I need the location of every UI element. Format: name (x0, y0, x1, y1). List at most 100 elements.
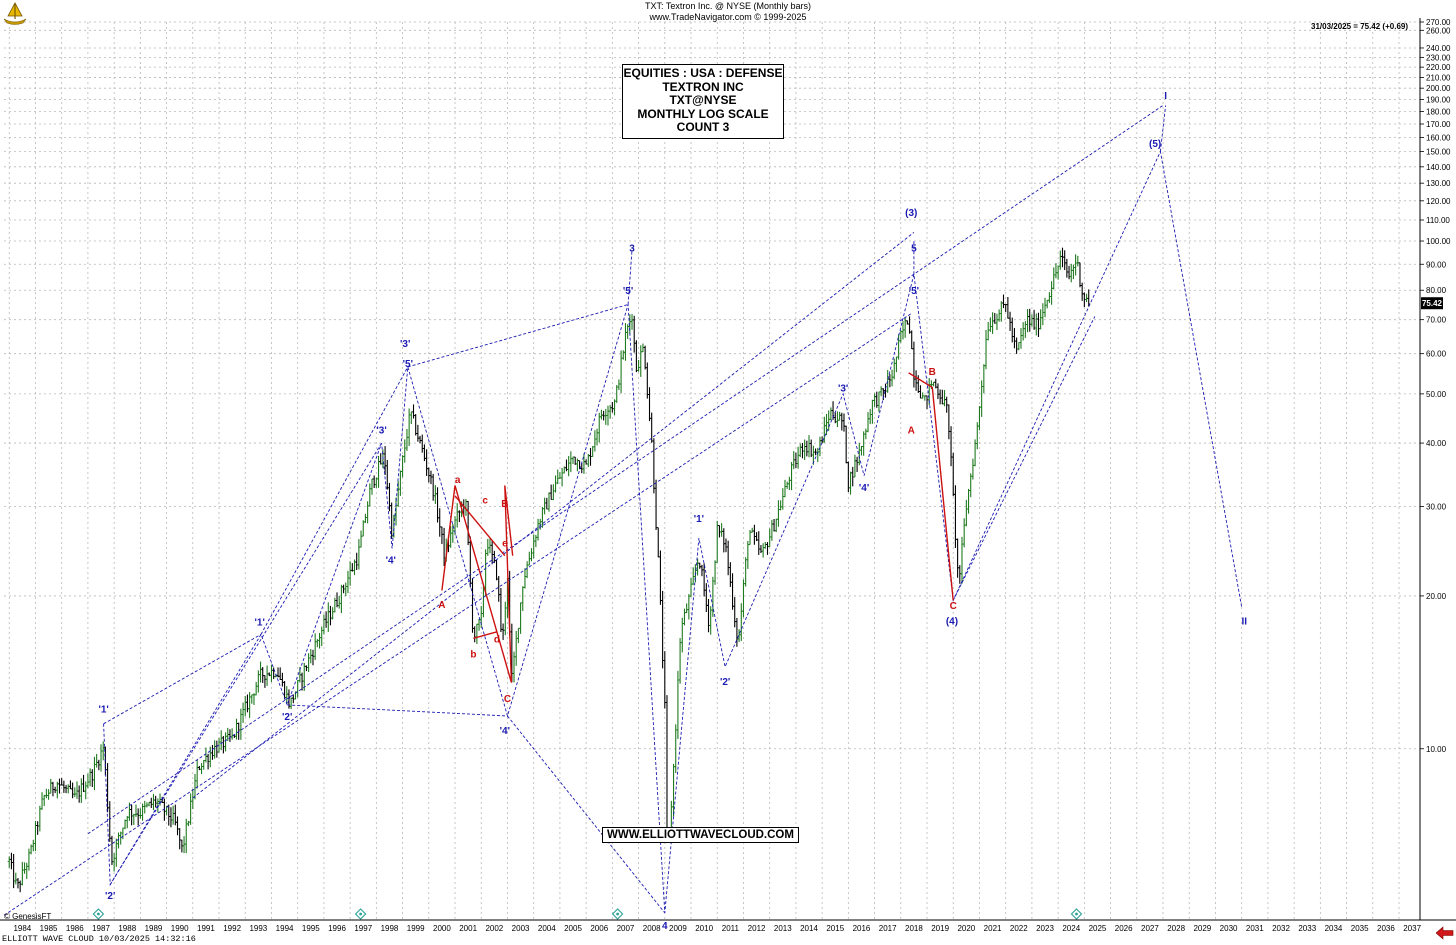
y-tick-label: 270.00 (1426, 18, 1451, 27)
x-tick-label: 2029 (1193, 924, 1211, 933)
cycle-marker-icon (1070, 908, 1083, 920)
x-tick-label: 2032 (1272, 924, 1290, 933)
axes: 1984 1985 1986 1987 1988 1989 1990 1991 1992 1993… (0, 18, 1456, 933)
x-tick-label: 2013 (774, 924, 792, 933)
x-tick-label: 2019 (931, 924, 949, 933)
x-tick-label: 2023 (1036, 924, 1054, 933)
info-line-company: TEXTRON INC (662, 79, 744, 94)
cycle-marker-dot (616, 912, 619, 916)
x-tick-label: 1994 (276, 924, 294, 933)
x-tick-label: 1999 (407, 924, 425, 933)
wave-label: '4' (500, 726, 510, 737)
wave-label: B (501, 499, 508, 510)
x-tick-label: 2011 (722, 924, 740, 933)
y-tick-label: 180.00 (1426, 107, 1451, 116)
y-tick-label: 40.00 (1426, 439, 1447, 448)
x-tick-label: 1986 (66, 924, 84, 933)
x-tick-label: 2007 (617, 924, 635, 933)
wave-labels: '1' '2' '1' '2' '3' '4' '3' '5' Aa b c d Be C '4' 3 '5' 4… (98, 91, 1247, 932)
wave-line (908, 372, 954, 601)
wave-label: '5' (909, 286, 919, 297)
x-tick-label: 2028 (1167, 924, 1185, 933)
wave-label: '1' (98, 705, 108, 716)
x-tick-label: 2006 (590, 924, 608, 933)
x-tick-label: 2024 (1062, 924, 1080, 933)
x-tick-label: 2033 (1298, 924, 1316, 933)
wave-label: A (908, 426, 915, 437)
chart-header-title: TXT: Textron Inc. @ NYSE (Monthly bars) (644, 1, 812, 11)
wave-line (454, 495, 506, 557)
x-tick-label: 2001 (459, 924, 477, 933)
x-tick-label: 2020 (957, 924, 975, 933)
wave-line (627, 249, 633, 305)
y-tick-label: 90.00 (1426, 260, 1447, 269)
wave-label: d (494, 634, 500, 645)
wave-label: a (455, 475, 461, 486)
x-tick-label: 2018 (905, 924, 923, 933)
y-tick-label: 100.00 (1426, 237, 1451, 246)
wave-label: '3' (838, 383, 848, 394)
wave-label: (4) (946, 616, 958, 627)
wave-label: '1' (694, 514, 704, 525)
info-line-count: COUNT 3 (676, 120, 730, 134)
wave-label: '4' (386, 555, 396, 566)
wave-label: C (504, 694, 511, 705)
x-tick-label: 2030 (1220, 924, 1238, 933)
wave-label: '3' (400, 339, 410, 350)
x-tick-label: 2021 (984, 924, 1002, 933)
back-arrow-icon[interactable] (1436, 926, 1454, 940)
x-tick-label: 2004 (538, 924, 556, 933)
y-tick-label: 170.00 (1426, 120, 1451, 129)
wave-line (1159, 105, 1167, 152)
x-tick-label: 2035 (1351, 924, 1369, 933)
wave-label: b (470, 650, 476, 661)
website-link[interactable]: WWW.ELLIOTTWAVECLOUD.COM (602, 827, 799, 843)
y-tick-label: 10.00 (1426, 745, 1447, 754)
wave-lines (3, 105, 1243, 916)
grid-lines (4, 21, 1420, 920)
x-tick-label: 2009 (669, 924, 687, 933)
y-tick-label: 30.00 (1426, 503, 1447, 512)
x-tick-label: 2022 (1010, 924, 1028, 933)
x-tick-label: 2002 (485, 924, 503, 933)
last-price-badge (1421, 297, 1443, 310)
wave-line (192, 232, 915, 799)
info-line-sector: EQUITIES : USA : DEFENSE (623, 66, 783, 80)
wave-label: I (1164, 91, 1167, 102)
y-tick-label: 50.00 (1426, 390, 1447, 399)
cycle-marker-dot (1075, 912, 1078, 916)
y-tick-label: 80.00 (1426, 286, 1447, 295)
wave-line (507, 715, 666, 914)
x-tick-label: 1993 (249, 924, 267, 933)
wave-label: 3 (629, 244, 635, 255)
wave-label: '3' (376, 426, 386, 437)
wave-line (260, 366, 409, 635)
x-tick-label: 2026 (1115, 924, 1133, 933)
y-tick-label: 60.00 (1426, 350, 1447, 359)
last-quote-readout: 31/03/2025 = 75.42 (+0.69) (1311, 22, 1408, 31)
x-tick-label: 2031 (1246, 924, 1264, 933)
y-tick-label: 130.00 (1426, 179, 1451, 188)
last-price-label: 75.42 (1422, 299, 1443, 308)
cycle-marker-icon (354, 908, 367, 920)
x-tick-label: 2027 (1141, 924, 1159, 933)
cycle-marker-icon (611, 908, 624, 920)
x-tick-label: 1990 (171, 924, 189, 933)
y-tick-label: 190.00 (1426, 95, 1451, 104)
wave-line (103, 634, 262, 725)
wave-label: '2' (282, 712, 292, 723)
footer-stamp: ELLIOTT WAVE CLOUD 10/03/2025 14:32:16 (2, 934, 196, 944)
y-tick-label: 150.00 (1426, 148, 1451, 157)
chart-info-box: EQUITIES : USA : DEFENSE TEXTRON INC TXT… (622, 64, 784, 139)
wave-label: (5) (1149, 139, 1161, 150)
x-tick-label: 2016 (853, 924, 871, 933)
wave-line (407, 304, 629, 368)
y-tick-label: 240.00 (1426, 44, 1451, 53)
y-tick-label: 140.00 (1426, 163, 1451, 172)
wave-label: e (502, 538, 508, 549)
wave-label: '4' (859, 483, 869, 494)
price-bars (7, 247, 1091, 893)
y-tick-label: 120.00 (1426, 197, 1451, 206)
y-tick-label: 220.00 (1426, 63, 1451, 72)
wave-line (103, 150, 1243, 913)
